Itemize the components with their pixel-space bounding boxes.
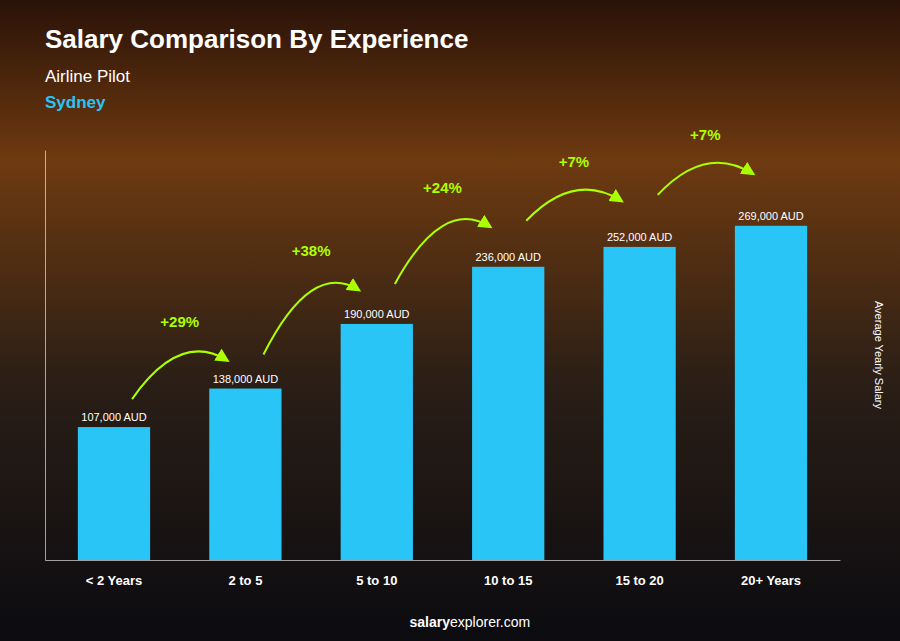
footer: explorer.com (450, 614, 530, 630)
x-tick: 5 to 10 (356, 573, 397, 588)
background (0, 0, 900, 641)
data-labels: 107,000 AUD 138,000 AUD 190,000 AUD 236,000… (81, 210, 804, 423)
y-axis-line (45, 151, 46, 561)
change-arrow (526, 190, 621, 221)
bar (603, 247, 675, 560)
data-label: 107,000 AUD (81, 411, 146, 423)
x-tick-label: 10 to 15 (484, 573, 532, 588)
data-label: 138,000 AUD (213, 373, 278, 385)
data-label: 190,000 AUD (344, 308, 409, 320)
bars (78, 226, 807, 560)
x-axis: < 2 Years 2 to 5 5 to 10 10 to 15 15 to 20 20… (46, 561, 841, 588)
change-label: +24% (423, 179, 462, 196)
y-axis-title: Average Yearly Salary (873, 301, 885, 410)
x-axis-line (46, 560, 841, 561)
x-tick-label: 2 to 5 (228, 573, 262, 588)
bar (78, 427, 150, 560)
change-label: +29% (160, 313, 199, 330)
change-arrow (395, 219, 490, 284)
data-label: 236,000 AUD (475, 251, 540, 263)
change-annotations: +29% +38% +24% +7% +7% (132, 126, 753, 399)
x-tick: 10 to 15 (484, 573, 532, 588)
bar (472, 267, 544, 560)
change-arrow (263, 283, 358, 355)
chart-root: Salary Comparison By Experience Airline P… (0, 0, 900, 641)
data-label: 269,000 AUD (738, 210, 803, 222)
x-tick-label: < 2 Years (86, 573, 143, 588)
x-tick: < 2 Years (86, 573, 143, 588)
footer: salary (410, 614, 451, 630)
x-tick: 2 to 5 (228, 573, 262, 588)
x-tick-label: 15 to 20 (615, 573, 663, 588)
data-label: 252,000 AUD (607, 231, 672, 243)
x-tick-label: 20+ Years (741, 573, 801, 588)
change-label: +7% (690, 126, 720, 143)
y-axis (45, 151, 46, 561)
change-arrow (658, 163, 753, 195)
x-tick-label: 5 to 10 (356, 573, 397, 588)
x-tick: 20+ Years (741, 573, 801, 588)
city: Sydney (45, 93, 106, 112)
bar (735, 226, 807, 560)
title: Salary Comparison By Experience (45, 24, 468, 54)
change-label: +38% (292, 242, 331, 259)
subtitle: Airline Pilot (45, 67, 130, 86)
x-tick: 15 to 20 (615, 573, 663, 588)
bar (209, 389, 281, 560)
change-label: +7% (559, 153, 589, 170)
bar (341, 324, 413, 560)
change-arrow (132, 351, 227, 399)
